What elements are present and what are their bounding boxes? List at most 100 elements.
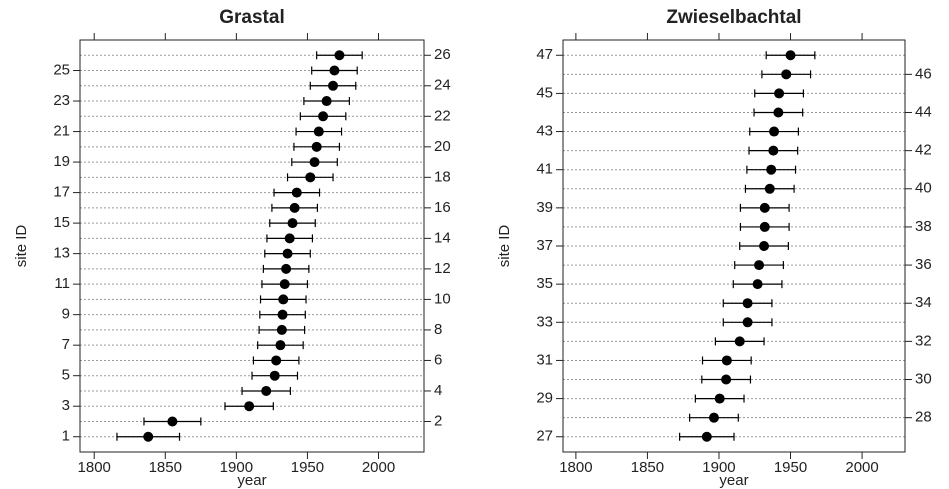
y2-tick-label: 28 <box>915 409 932 426</box>
point <box>305 172 316 183</box>
y-tick-label: 17 <box>53 184 70 201</box>
point <box>276 324 287 335</box>
point <box>774 88 785 99</box>
y2-tick-label: 32 <box>915 332 932 349</box>
y2-tick-label: 46 <box>915 65 932 82</box>
point <box>714 393 725 404</box>
point <box>289 202 300 213</box>
y2-tick-label: 30 <box>915 370 932 387</box>
y-tick-label: 47 <box>536 46 553 63</box>
plot-frame <box>79 39 425 453</box>
point <box>278 294 289 305</box>
y2-tick-label: 42 <box>915 142 932 159</box>
point <box>328 80 339 91</box>
x-tick-label: 2000 <box>362 459 395 476</box>
y-tick-label: 11 <box>54 275 70 292</box>
y-axis-label: site ID <box>13 225 30 268</box>
point <box>275 340 286 351</box>
point <box>281 263 292 274</box>
point <box>309 157 320 168</box>
chart-title: Grastal <box>219 7 284 28</box>
y-tick-label: 23 <box>53 92 70 109</box>
x-tick-label: 1950 <box>774 459 807 476</box>
y2-tick-label: 20 <box>434 138 451 155</box>
y2-tick-label: 34 <box>915 294 932 311</box>
point <box>734 336 745 347</box>
y-tick-label: 39 <box>536 199 553 216</box>
x-tick-label: 1800 <box>78 459 111 476</box>
y-axis-label: site ID <box>496 225 513 268</box>
y-tick-label: 25 <box>53 61 70 78</box>
y-tick-label: 37 <box>536 237 553 254</box>
point <box>766 164 777 175</box>
x-tick-label: 1850 <box>149 459 182 476</box>
y2-tick-label: 12 <box>434 260 451 277</box>
y2-tick-label: 40 <box>915 180 932 197</box>
x-tick-label: 1900 <box>220 459 253 476</box>
point <box>284 233 295 244</box>
point <box>269 370 280 381</box>
point <box>781 69 792 80</box>
y-tick-label: 15 <box>53 214 70 231</box>
x-axis-label: year <box>237 472 266 489</box>
point <box>279 279 290 290</box>
point <box>311 141 322 152</box>
y2-tick-label: 26 <box>434 46 451 63</box>
point <box>167 416 178 427</box>
y2-tick-label: 2 <box>434 412 442 429</box>
point <box>769 126 780 137</box>
y-tick-label: 21 <box>53 123 70 140</box>
point <box>759 221 770 232</box>
point <box>785 50 796 61</box>
point <box>271 355 282 366</box>
y2-tick-label: 22 <box>434 107 451 124</box>
y2-tick-label: 38 <box>915 218 932 235</box>
y-tick-label: 45 <box>536 84 553 101</box>
y2-tick-label: 14 <box>434 229 451 246</box>
point <box>708 412 719 423</box>
y2-tick-label: 24 <box>434 77 451 94</box>
y-tick-label: 19 <box>53 153 70 170</box>
y-tick-label: 5 <box>62 367 70 384</box>
y2-tick-label: 4 <box>434 382 442 399</box>
y-tick-label: 7 <box>62 336 70 353</box>
point <box>244 401 255 412</box>
y2-tick-label: 18 <box>434 168 451 185</box>
x-tick-label: 2000 <box>845 459 878 476</box>
y2-tick-label: 44 <box>915 103 932 120</box>
point <box>143 431 154 442</box>
point <box>261 385 272 396</box>
chart-title: Zwieselbachtal <box>666 7 801 28</box>
plot-frame <box>562 39 906 453</box>
y-tick-label: 33 <box>536 313 553 330</box>
point <box>752 279 763 290</box>
y2-tick-label: 10 <box>434 290 451 307</box>
point <box>321 96 332 107</box>
y2-tick-label: 16 <box>434 199 451 216</box>
point <box>754 260 765 271</box>
y-tick-label: 35 <box>536 275 553 292</box>
y2-tick-label: 36 <box>915 256 932 273</box>
point <box>721 355 732 366</box>
y2-tick-label: 6 <box>434 351 442 368</box>
x-axis-label: year <box>719 472 748 489</box>
point <box>742 317 753 328</box>
y-tick-label: 43 <box>536 123 553 140</box>
point <box>313 126 324 137</box>
point <box>287 218 298 229</box>
y-tick-label: 41 <box>536 161 553 178</box>
point <box>329 65 340 76</box>
point <box>759 241 770 251</box>
point <box>282 248 293 259</box>
point <box>742 298 753 309</box>
y2-tick-label: 8 <box>434 321 442 338</box>
point <box>334 50 345 61</box>
x-tick-label: 1850 <box>631 459 664 476</box>
y-tick-label: 3 <box>62 397 70 414</box>
point <box>759 202 770 213</box>
y-tick-label: 29 <box>536 390 553 407</box>
point <box>291 187 302 198</box>
point <box>701 431 712 442</box>
